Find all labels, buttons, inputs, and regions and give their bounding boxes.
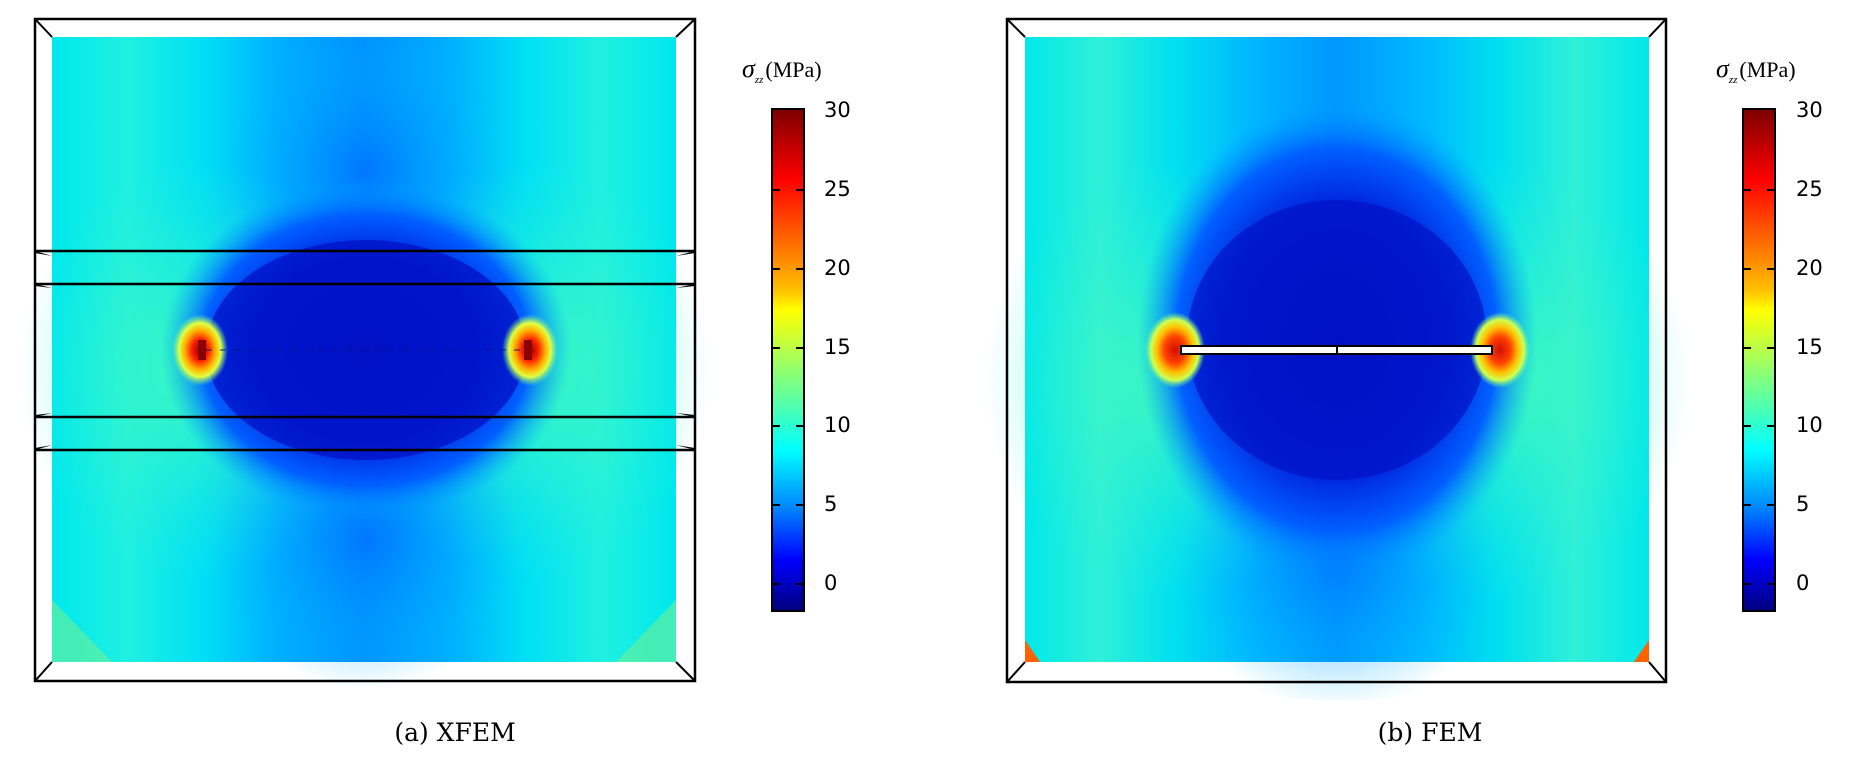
tick-label: 15	[824, 335, 851, 359]
xfem-colorbar-title: σzz(MPa)	[742, 54, 822, 86]
tick-mark	[1767, 504, 1774, 506]
tick-label: 5	[1796, 492, 1810, 516]
tick-label: 20	[1796, 256, 1823, 280]
tick-label: 10	[824, 413, 851, 437]
tick-label: 0	[1796, 571, 1810, 595]
tick-mark	[1767, 347, 1774, 349]
tick-mark	[1744, 504, 1751, 506]
tick-label: 20	[824, 256, 851, 280]
tick-mark	[1767, 425, 1774, 427]
tick-mark	[796, 425, 803, 427]
tick-mark	[796, 583, 803, 585]
xfem-stress-field	[20, 17, 710, 690]
fem-contour-plot	[985, 17, 1690, 700]
tick-label: 30	[824, 98, 851, 122]
tick-mark	[1744, 347, 1751, 349]
tick-mark	[1767, 189, 1774, 191]
tick-label: 25	[824, 177, 851, 201]
tick-mark	[1767, 583, 1774, 585]
tick-mark	[1744, 268, 1751, 270]
tick-mark	[773, 189, 780, 191]
xfem-contour-plot	[0, 0, 720, 700]
tick-mark	[1744, 425, 1751, 427]
tick-mark	[796, 504, 803, 506]
tick-label: 10	[1796, 413, 1823, 437]
tick-label: 5	[824, 492, 838, 516]
xfem-colorbar	[771, 108, 805, 612]
fem-colorbar	[1742, 108, 1776, 612]
tick-label: 15	[1796, 335, 1823, 359]
tick-mark	[773, 583, 780, 585]
tick-mark	[1744, 583, 1751, 585]
caption-fem: (b) FEM	[1377, 718, 1483, 747]
tick-mark	[796, 268, 803, 270]
tick-label: 30	[1796, 98, 1823, 122]
tick-mark	[1744, 189, 1751, 191]
tick-mark	[796, 189, 803, 191]
fem-colorbar-title: σzz(MPa)	[1716, 54, 1796, 86]
tick-mark	[773, 425, 780, 427]
tick-mark	[773, 347, 780, 349]
tick-mark	[773, 268, 780, 270]
tick-mark	[1767, 268, 1774, 270]
tick-label: 0	[824, 571, 838, 595]
tick-label: 25	[1796, 177, 1823, 201]
fem-stress-field	[985, 17, 1690, 700]
tick-mark	[773, 504, 780, 506]
tick-mark	[796, 347, 803, 349]
caption-xfem: (a) XFEM	[394, 718, 516, 747]
